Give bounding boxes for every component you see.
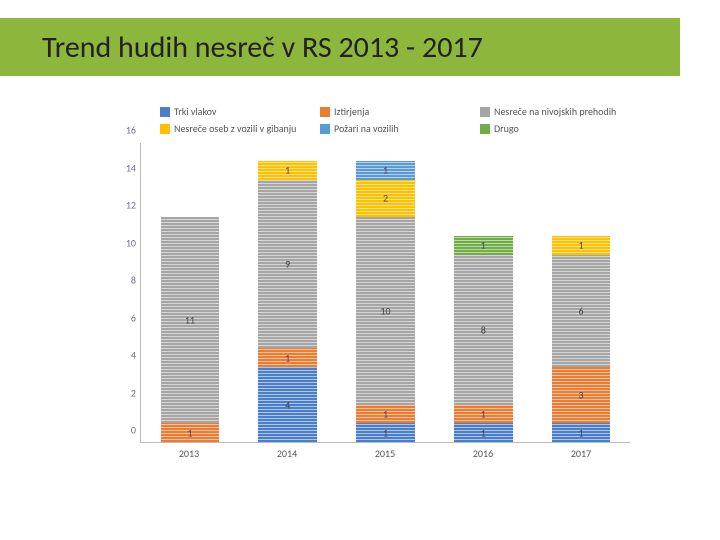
- bar-value-label: 3: [552, 389, 611, 402]
- bar-segment-trki: 4: [258, 367, 317, 442]
- bar-segment-nivo: 8: [454, 255, 513, 405]
- bar-segment-osebe: 2: [356, 180, 415, 218]
- bar-value-label: 6: [552, 304, 611, 317]
- legend-item-iztir: Iztirjenja: [320, 105, 460, 118]
- bar-column: 111: [141, 143, 239, 442]
- page-title: Trend hudih nesreč v RS 2013 - 2017: [42, 29, 483, 66]
- y-axis: 0246810121416: [110, 143, 140, 443]
- title-bar: Trend hudih nesreč v RS 2013 - 2017: [0, 18, 680, 76]
- bar-segment-drugo: 1: [454, 236, 513, 255]
- swatch-icon: [160, 107, 170, 117]
- bar-value-label: 1: [356, 164, 415, 177]
- bar-column: 1 1 8 1: [434, 143, 532, 442]
- bar-segment-iztir: 3: [552, 367, 611, 423]
- bar-value-label: 1: [454, 239, 513, 252]
- legend-label: Trki vlakov: [174, 105, 216, 118]
- bar-value-label: 8: [454, 323, 513, 336]
- swatch-icon: [480, 124, 490, 134]
- x-tick-label: 2016: [434, 443, 532, 460]
- x-tick-label: 2014: [238, 443, 336, 460]
- bar-segment-iztir: 1: [454, 405, 513, 424]
- legend-label: Nesreče oseb z vozili v gibanju: [174, 122, 296, 135]
- bar-value-label: 9: [258, 257, 317, 270]
- bar-segment-nivo: 10: [356, 217, 415, 405]
- x-tick-label: 2013: [140, 443, 238, 460]
- bar-column: 4 1 9 1: [239, 143, 337, 442]
- legend-label: Požari na vozilih: [334, 122, 399, 135]
- legend-label: Drugo: [494, 122, 519, 135]
- bar-segment-osebe: 1: [552, 236, 611, 255]
- title-underline: [42, 96, 130, 100]
- bar-value-label: 1: [161, 426, 220, 439]
- swatch-icon: [320, 107, 330, 117]
- bar-segment-trki: 1: [454, 423, 513, 442]
- bar-value-label: 1: [356, 426, 415, 439]
- bar-value-label: 1: [454, 426, 513, 439]
- y-tick: 0: [131, 424, 136, 437]
- legend-item-pozari: Požari na vozilih: [320, 122, 460, 135]
- bar-segment-nivo: 9: [258, 180, 317, 349]
- chart-legend: Trki vlakov Iztirjenja Nesreče na nivojs…: [100, 105, 630, 143]
- y-tick: 16: [126, 124, 136, 137]
- bar-value-label: 1: [356, 407, 415, 420]
- bar-segment-iztir: 1: [161, 423, 220, 442]
- x-axis: 20132014201520162017: [140, 443, 630, 460]
- legend-label: Iztirjenja: [334, 105, 369, 118]
- legend-item-trki: Trki vlakov: [160, 105, 300, 118]
- bar-value-label: 1: [454, 407, 513, 420]
- y-tick: 8: [131, 274, 136, 287]
- bar-value-label: 1: [258, 351, 317, 364]
- bar-segment-nivo: 6: [552, 255, 611, 368]
- swatch-icon: [160, 124, 170, 134]
- x-tick-label: 2015: [336, 443, 434, 460]
- legend-item-drugo: Drugo: [480, 122, 620, 135]
- bar-segment-nivo: 11: [161, 217, 220, 423]
- y-tick: 4: [131, 349, 136, 362]
- y-tick: 10: [126, 236, 136, 249]
- y-tick: 6: [131, 311, 136, 324]
- bar-value-label: 2: [356, 192, 415, 205]
- x-tick-label: 2017: [532, 443, 630, 460]
- swatch-icon: [320, 124, 330, 134]
- bar-value-label: 11: [161, 314, 220, 327]
- chart: Trki vlakov Iztirjenja Nesreče na nivojs…: [100, 105, 630, 485]
- y-tick: 2: [131, 386, 136, 399]
- bar-segment-trki: 1: [356, 423, 415, 442]
- plot-area: 111419111102111811361: [140, 143, 630, 443]
- bar-value-label: 1: [258, 164, 317, 177]
- legend-item-nivojski: Nesreče na nivojskih prehodih: [480, 105, 620, 118]
- swatch-icon: [480, 107, 490, 117]
- bar-column: 1 1 10 2 1: [337, 143, 435, 442]
- bar-segment-osebe: 1: [258, 161, 317, 180]
- chart-plot: 0246810121416 111419111102111811361 2013…: [110, 143, 630, 443]
- bar-segment-iztir: 1: [258, 348, 317, 367]
- legend-label: Nesreče na nivojskih prehodih: [494, 105, 616, 118]
- bar-value-label: 4: [258, 398, 317, 411]
- bar-value-label: 1: [552, 239, 611, 252]
- y-tick: 14: [126, 161, 136, 174]
- bar-segment-pozari: 1: [356, 161, 415, 180]
- legend-item-osebe: Nesreče oseb z vozili v gibanju: [160, 122, 300, 135]
- y-tick: 12: [126, 199, 136, 212]
- bar-value-label: 10: [356, 304, 415, 317]
- bar-value-label: 1: [552, 426, 611, 439]
- bars-container: 111419111102111811361: [141, 143, 630, 442]
- bar-segment-trki: 1: [552, 423, 611, 442]
- bar-segment-iztir: 1: [356, 405, 415, 424]
- bar-column: 1 3 6 1: [532, 143, 630, 442]
